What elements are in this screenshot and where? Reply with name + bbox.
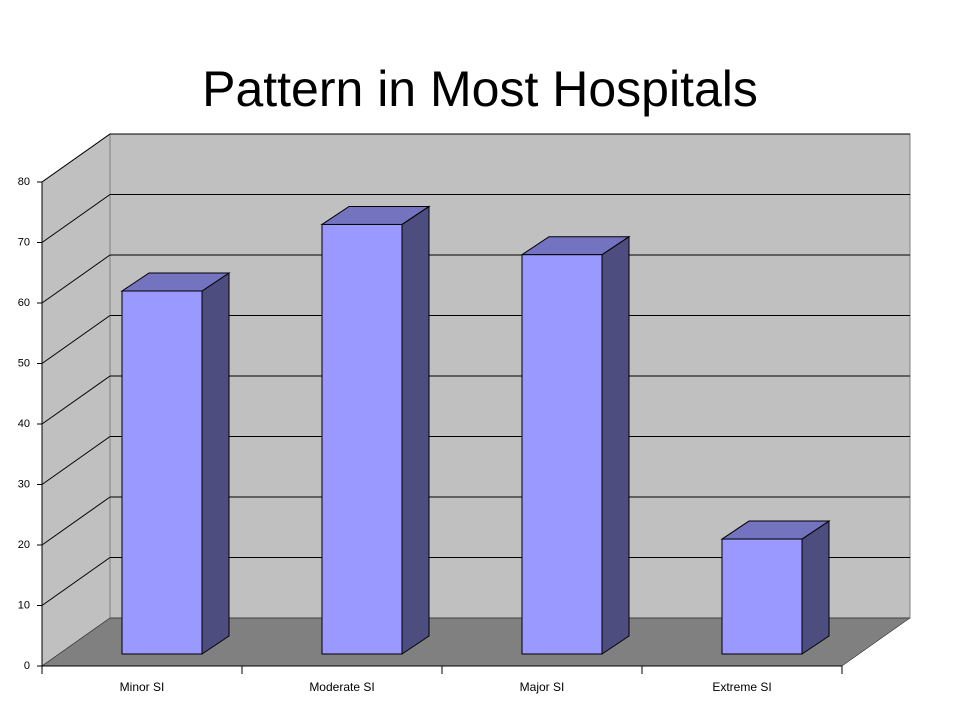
- y-tick-label: 50: [18, 357, 30, 369]
- grid-line: [41, 496, 111, 546]
- bar-side: [601, 235, 630, 655]
- grid-line: [41, 375, 111, 425]
- bar-front: [121, 290, 203, 655]
- y-tick-label: 0: [24, 660, 30, 672]
- grid-line: [41, 315, 111, 364]
- bar-side: [201, 272, 230, 655]
- chart-title: Pattern in Most Hospitals: [202, 61, 758, 117]
- bar-front: [721, 538, 803, 655]
- x-tick-label: Major SI: [520, 680, 565, 694]
- y-tick-label: 70: [18, 236, 30, 248]
- bar-front: [521, 254, 603, 655]
- y-tick-label: 60: [18, 297, 30, 309]
- bar-side: [801, 520, 830, 655]
- grid-line: [41, 194, 111, 243]
- x-tick-label: Minor SI: [120, 680, 165, 694]
- grid-line: [41, 436, 111, 485]
- y-tick-label: 10: [18, 599, 30, 611]
- bar: [520, 235, 631, 655]
- bar: [120, 272, 231, 655]
- y-tick-label: 30: [18, 478, 30, 490]
- grid-line: [41, 557, 111, 606]
- grid-line: [41, 133, 111, 183]
- grid-line: [41, 254, 111, 304]
- x-tick-label: Extreme SI: [712, 680, 771, 694]
- x-tick-label: Moderate SI: [309, 680, 374, 694]
- y-tick-label: 20: [18, 539, 30, 551]
- bar: [320, 205, 431, 655]
- bar: [720, 520, 831, 655]
- y-tick-label: 80: [18, 176, 30, 188]
- y-tick-label: 40: [18, 418, 30, 430]
- bar-side: [401, 205, 430, 655]
- bar-front: [321, 223, 403, 655]
